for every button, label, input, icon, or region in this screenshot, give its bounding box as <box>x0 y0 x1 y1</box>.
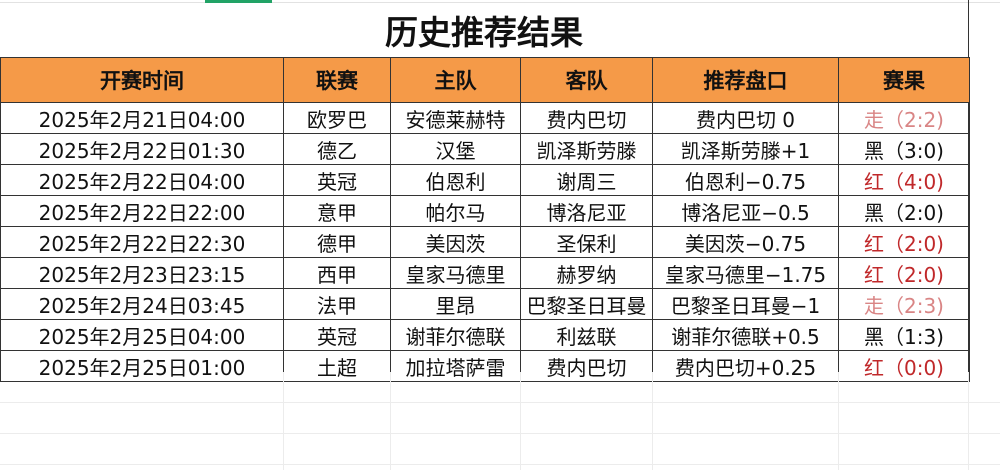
cell-home[interactable]: 里昂 <box>390 288 521 320</box>
table-row: 2025年2月24日03:45 法甲 里昂 巴黎圣日耳曼 巴黎圣日耳曼−1 走（2:3) <box>0 288 970 320</box>
table-row: 2025年2月25日04:00 英冠 谢菲尔德联 利兹联 谢菲尔德联+0.5 黑（1:3) <box>0 319 970 351</box>
cell-home[interactable]: 美因茨 <box>390 226 521 258</box>
cell-league[interactable]: 德甲 <box>283 226 391 258</box>
header-row: 开赛时间 联赛 主队 客队 推荐盘口 赛果 <box>0 57 970 103</box>
empty-gridline <box>0 402 1000 403</box>
cell-league[interactable]: 土超 <box>283 350 391 382</box>
cell-time[interactable]: 2025年2月23日23:15 <box>0 257 284 289</box>
cell-home[interactable]: 帕尔马 <box>390 195 521 227</box>
cell-home[interactable]: 谢菲尔德联 <box>390 319 521 351</box>
header-away[interactable]: 客队 <box>520 57 653 103</box>
cell-time[interactable]: 2025年2月25日04:00 <box>0 319 284 351</box>
cell-league[interactable]: 英冠 <box>283 319 391 351</box>
cell-home[interactable]: 皇家马德里 <box>390 257 521 289</box>
header-result[interactable]: 赛果 <box>838 57 970 103</box>
empty-gridline <box>283 372 284 470</box>
cell-result[interactable]: 红（4:0) <box>838 164 970 196</box>
table-row: 2025年2月22日22:30 德甲 美因茨 圣保利 美因茨−0.75 红（2:0) <box>0 226 970 258</box>
cell-result[interactable]: 红（2:0) <box>838 257 970 289</box>
cell-league[interactable]: 德乙 <box>283 133 391 165</box>
cell-result[interactable]: 黑（1:3) <box>838 319 970 351</box>
results-table: 开赛时间 联赛 主队 客队 推荐盘口 赛果 2025年2月21日04:00 欧罗巴… <box>0 57 970 382</box>
cell-result[interactable]: 红（2:0) <box>838 226 970 258</box>
cell-pick[interactable]: 巴黎圣日耳曼−1 <box>652 288 839 320</box>
cell-time[interactable]: 2025年2月22日01:30 <box>0 133 284 165</box>
table-row: 2025年2月22日04:00 英冠 伯恩利 谢周三 伯恩利−0.75 红（4:0) <box>0 164 970 196</box>
cell-away[interactable]: 费内巴切 <box>520 102 653 134</box>
cell-league[interactable]: 法甲 <box>283 288 391 320</box>
cell-time[interactable]: 2025年2月22日22:30 <box>0 226 284 258</box>
cell-away[interactable]: 费内巴切 <box>520 350 653 382</box>
empty-gridline <box>968 372 969 470</box>
cell-time[interactable]: 2025年2月21日04:00 <box>0 102 284 134</box>
cell-home[interactable]: 汉堡 <box>390 133 521 165</box>
header-time[interactable]: 开赛时间 <box>0 57 284 103</box>
cell-time[interactable]: 2025年2月22日22:00 <box>0 195 284 227</box>
cell-away[interactable]: 利兹联 <box>520 319 653 351</box>
cell-result[interactable]: 走（2:3) <box>838 288 970 320</box>
empty-gridline <box>520 372 521 470</box>
empty-gridline <box>0 433 1000 434</box>
cell-away[interactable]: 巴黎圣日耳曼 <box>520 288 653 320</box>
header-home[interactable]: 主队 <box>390 57 521 103</box>
cell-away[interactable]: 赫罗纳 <box>520 257 653 289</box>
header-pick[interactable]: 推荐盘口 <box>652 57 839 103</box>
cell-away[interactable]: 谢周三 <box>520 164 653 196</box>
cell-result[interactable]: 黑（3:0) <box>838 133 970 165</box>
cell-result[interactable]: 红（0:0) <box>838 350 970 382</box>
cell-home[interactable]: 安德莱赫特 <box>390 102 521 134</box>
cell-time[interactable]: 2025年2月25日01:00 <box>0 350 284 382</box>
cell-league[interactable]: 西甲 <box>283 257 391 289</box>
cell-pick[interactable]: 皇家马德里−1.75 <box>652 257 839 289</box>
cell-time[interactable]: 2025年2月24日03:45 <box>0 288 284 320</box>
cell-away[interactable]: 凯泽斯劳滕 <box>520 133 653 165</box>
selected-column-indicator <box>205 0 272 3</box>
table-row: 2025年2月22日22:00 意甲 帕尔马 博洛尼亚 博洛尼亚−0.5 黑（2:0) <box>0 195 970 227</box>
cell-away[interactable]: 博洛尼亚 <box>520 195 653 227</box>
cell-result[interactable]: 黑（2:0) <box>838 195 970 227</box>
cell-league[interactable]: 英冠 <box>283 164 391 196</box>
empty-gridline <box>652 372 653 470</box>
empty-gridline <box>838 372 839 470</box>
cell-pick[interactable]: 费内巴切+0.25 <box>652 350 839 382</box>
cell-result[interactable]: 走（2:2) <box>838 102 970 134</box>
cell-pick[interactable]: 费内巴切 0 <box>652 102 839 134</box>
cell-pick[interactable]: 伯恩利−0.75 <box>652 164 839 196</box>
table-row: 2025年2月22日01:30 德乙 汉堡 凯泽斯劳滕 凯泽斯劳滕+1 黑（3:0) <box>0 133 970 165</box>
cell-time[interactable]: 2025年2月22日04:00 <box>0 164 284 196</box>
cell-pick[interactable]: 谢菲尔德联+0.5 <box>652 319 839 351</box>
cell-pick[interactable]: 凯泽斯劳滕+1 <box>652 133 839 165</box>
cell-away[interactable]: 圣保利 <box>520 226 653 258</box>
empty-gridline <box>0 464 1000 465</box>
empty-gridline <box>390 372 391 470</box>
cell-home[interactable]: 伯恩利 <box>390 164 521 196</box>
cell-league[interactable]: 欧罗巴 <box>283 102 391 134</box>
cell-pick[interactable]: 美因茨−0.75 <box>652 226 839 258</box>
cell-league[interactable]: 意甲 <box>283 195 391 227</box>
sheet-title: 历史推荐结果 <box>385 13 583 52</box>
cell-home[interactable]: 加拉塔萨雷 <box>390 350 521 382</box>
table-row: 2025年2月25日01:00 土超 加拉塔萨雷 费内巴切 费内巴切+0.25 红（0:0… <box>0 350 970 382</box>
sheet-top-gridline <box>0 2 1000 3</box>
table-row: 2025年2月21日04:00 欧罗巴 安德莱赫特 费内巴切 费内巴切 0 走（2:2) <box>0 102 970 134</box>
table-row: 2025年2月23日23:15 西甲 皇家马德里 赫罗纳 皇家马德里−1.75 红（2:0… <box>0 257 970 289</box>
cell-pick[interactable]: 博洛尼亚−0.5 <box>652 195 839 227</box>
header-league[interactable]: 联赛 <box>283 57 391 103</box>
